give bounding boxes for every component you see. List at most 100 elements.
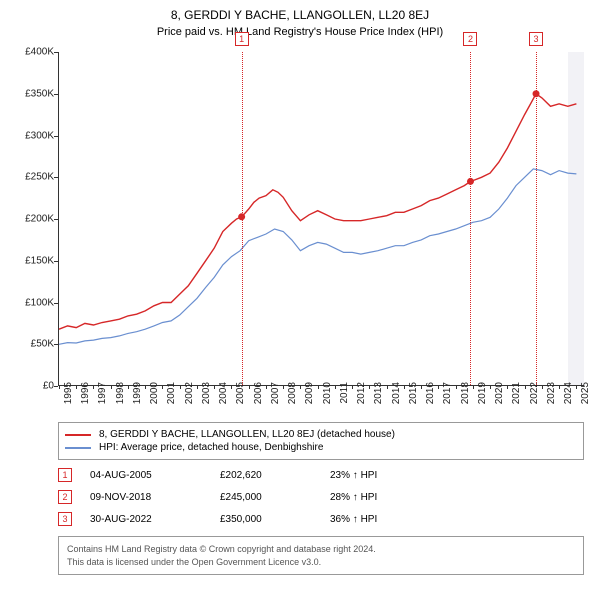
transaction-date: 04-AUG-2005 — [90, 470, 220, 481]
x-tick-label: 2018 — [460, 382, 471, 404]
legend-item: HPI: Average price, detached house, Denb… — [65, 442, 577, 453]
x-tick-label: 2005 — [235, 382, 246, 404]
transaction-pct: 28% ↑ HPI — [330, 492, 430, 503]
transactions-list: 1 04-AUG-2005£202,62023% ↑ HPI 209-NOV-201… — [10, 468, 590, 526]
x-tick-mark — [507, 385, 508, 389]
y-tick-label: £0 — [10, 381, 54, 392]
x-tick-mark — [542, 385, 543, 389]
x-tick-mark — [525, 385, 526, 389]
x-tick-mark — [576, 385, 577, 389]
x-tick-label: 2016 — [425, 382, 436, 404]
transaction-row: 330-AUG-2022£350,00036% ↑ HPI — [58, 512, 584, 526]
x-tick-mark — [249, 385, 250, 389]
transaction-date: 09-NOV-2018 — [90, 492, 220, 503]
x-tick-mark — [128, 385, 129, 389]
legend-item: 8, GERDDI Y BACHE, LLANGOLLEN, LL20 8EJ … — [65, 429, 577, 440]
event-marker-3: 3 — [529, 32, 543, 46]
y-tick-mark — [54, 386, 58, 387]
x-tick-label: 2012 — [356, 382, 367, 404]
x-tick-label: 1997 — [97, 382, 108, 404]
transaction-pct: 23% ↑ HPI — [330, 470, 430, 481]
transaction-price: £350,000 — [220, 514, 330, 525]
chart-title-subtitle: Price paid vs. HM Land Registry's House … — [10, 26, 590, 38]
x-tick-label: 1996 — [80, 382, 91, 404]
event-marker-2: 2 — [463, 32, 477, 46]
x-tick-mark — [162, 385, 163, 389]
x-tick-mark — [59, 385, 60, 389]
legend: 8, GERDDI Y BACHE, LLANGOLLEN, LL20 8EJ … — [58, 422, 584, 460]
x-tick-mark — [197, 385, 198, 389]
chart-area: £0£50K£100K£150K£200K£250K£300K£350K£400… — [10, 46, 590, 416]
y-tick-label: £200K — [10, 214, 54, 225]
x-tick-label: 2003 — [201, 382, 212, 404]
plot-area: 1995199619971998199920002001200220032004… — [58, 52, 584, 386]
y-tick-label: £400K — [10, 47, 54, 58]
x-tick-label: 1998 — [115, 382, 126, 404]
x-tick-mark — [421, 385, 422, 389]
x-tick-mark — [456, 385, 457, 389]
footer-line1: Contains HM Land Registry data © Crown c… — [67, 543, 575, 556]
transaction-row: 1 04-AUG-2005£202,62023% ↑ HPI — [58, 468, 584, 482]
footer-attribution: Contains HM Land Registry data © Crown c… — [58, 536, 584, 575]
chart-svg — [59, 52, 585, 386]
x-tick-label: 1999 — [132, 382, 143, 404]
x-tick-mark — [559, 385, 560, 389]
transaction-marker: 1 — [58, 468, 72, 482]
x-tick-label: 2020 — [494, 382, 505, 404]
x-tick-mark — [404, 385, 405, 389]
legend-label: 8, GERDDI Y BACHE, LLANGOLLEN, LL20 8EJ … — [99, 429, 395, 440]
x-tick-mark — [335, 385, 336, 389]
x-tick-mark — [266, 385, 267, 389]
x-tick-mark — [145, 385, 146, 389]
x-tick-label: 2013 — [373, 382, 384, 404]
x-tick-mark — [352, 385, 353, 389]
x-tick-mark — [438, 385, 439, 389]
x-tick-label: 2011 — [339, 382, 350, 404]
series-property — [59, 94, 576, 329]
x-tick-mark — [93, 385, 94, 389]
transaction-price: £245,000 — [220, 492, 330, 503]
y-tick-label: £350K — [10, 88, 54, 99]
x-tick-mark — [473, 385, 474, 389]
series-hpi — [59, 169, 576, 344]
legend-color-line — [65, 434, 91, 436]
x-tick-label: 2019 — [477, 382, 488, 404]
x-tick-label: 2004 — [218, 382, 229, 404]
x-tick-label: 2025 — [580, 382, 591, 404]
x-tick-label: 2014 — [391, 382, 402, 404]
x-tick-label: 2002 — [184, 382, 195, 404]
x-tick-label: 2024 — [563, 382, 574, 404]
x-tick-label: 2023 — [546, 382, 557, 404]
y-tick-label: £150K — [10, 255, 54, 266]
x-tick-label: 2010 — [322, 382, 333, 404]
x-tick-label: 2017 — [442, 382, 453, 404]
event-vline — [470, 52, 471, 385]
event-vline — [242, 52, 243, 385]
x-tick-mark — [111, 385, 112, 389]
legend-color-line — [65, 447, 91, 449]
x-tick-mark — [214, 385, 215, 389]
x-tick-label: 2021 — [511, 382, 522, 404]
x-tick-mark — [76, 385, 77, 389]
x-tick-mark — [231, 385, 232, 389]
event-marker-1: 1 — [235, 32, 249, 46]
x-tick-label: 2007 — [270, 382, 281, 404]
transaction-date: 30-AUG-2022 — [90, 514, 220, 525]
x-tick-mark — [490, 385, 491, 389]
x-tick-mark — [300, 385, 301, 389]
chart-title-address: 8, GERDDI Y BACHE, LLANGOLLEN, LL20 8EJ — [10, 8, 590, 22]
x-tick-label: 2015 — [408, 382, 419, 404]
x-tick-mark — [369, 385, 370, 389]
transaction-row: 209-NOV-2018£245,00028% ↑ HPI — [58, 490, 584, 504]
footer-line2: This data is licensed under the Open Gov… — [67, 556, 575, 569]
transaction-marker: 3 — [58, 512, 72, 526]
y-tick-label: £300K — [10, 130, 54, 141]
x-tick-label: 2006 — [253, 382, 264, 404]
transaction-price: £202,620 — [220, 470, 330, 481]
x-tick-mark — [318, 385, 319, 389]
x-tick-mark — [387, 385, 388, 389]
x-tick-mark — [180, 385, 181, 389]
x-tick-mark — [283, 385, 284, 389]
x-tick-label: 2008 — [287, 382, 298, 404]
x-tick-label: 2009 — [304, 382, 315, 404]
